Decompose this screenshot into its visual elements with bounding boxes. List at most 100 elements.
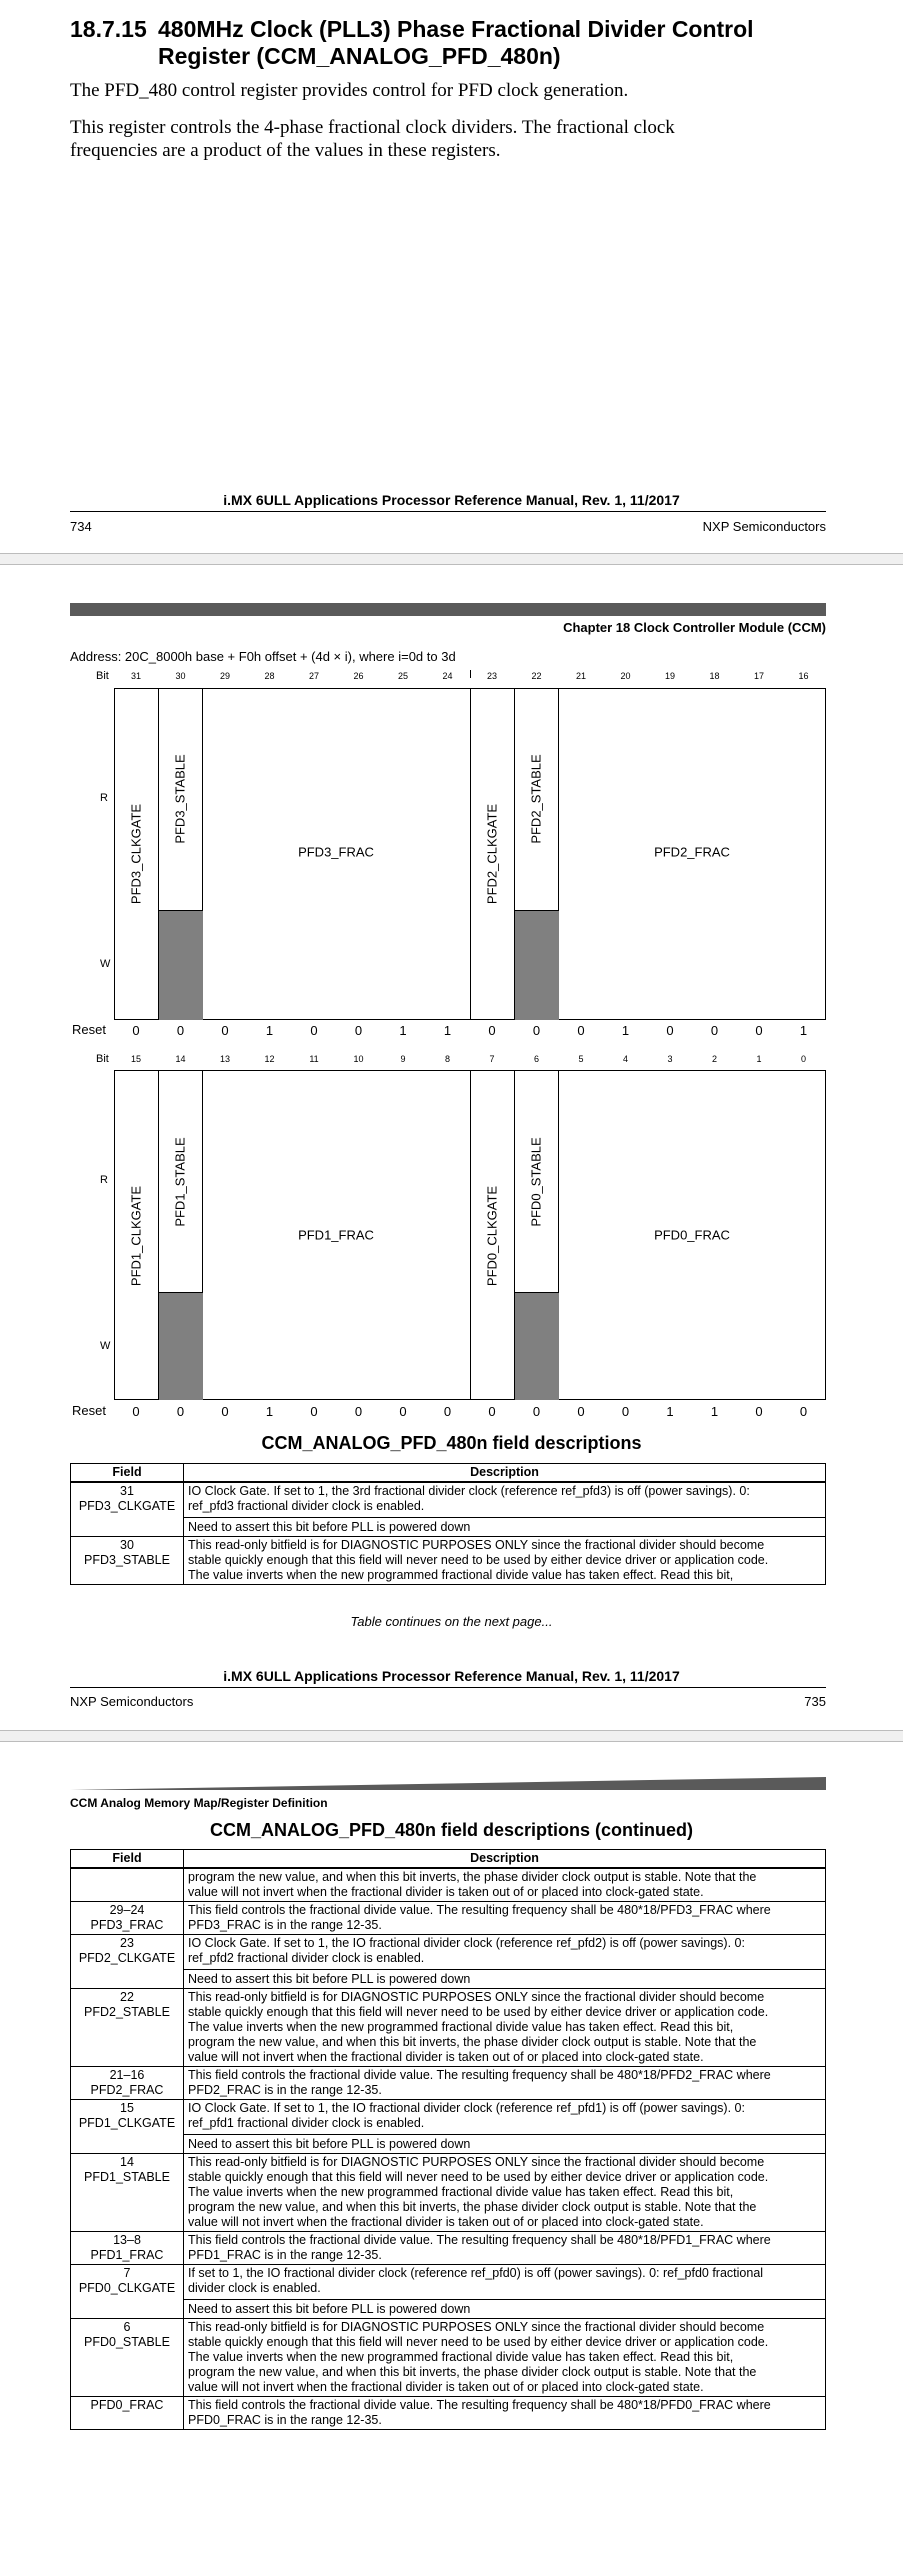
- description-line: The value inverts when the new programme…: [188, 1568, 734, 1582]
- field-pfd2-stable: PFD2_STABLE: [528, 754, 544, 844]
- page-separator: [0, 1730, 903, 1742]
- field-name: PFD1_STABLE: [84, 2170, 170, 2184]
- reset-value: 0: [799, 1404, 808, 1419]
- field-pfd1-stable: PFD1_STABLE: [172, 1137, 188, 1227]
- field-name: PFD0_FRAC: [90, 2398, 164, 2412]
- field-bits: 13–8: [113, 2233, 141, 2247]
- field-pfd0-stable: PFD0_STABLE: [528, 1137, 544, 1227]
- field-cell: 14 PFD1_STABLE: [70, 2153, 184, 2232]
- description-note: Need to assert this bit before PLL is po…: [184, 1517, 825, 1535]
- description-cell: IO Clock Gate. If set to 1, the IO fract…: [183, 1934, 826, 1989]
- description-line: program the new value, and when this bit…: [188, 2200, 757, 2214]
- field-name: PFD1_FRAC: [90, 2248, 164, 2262]
- description-line: value will not invert when the fractiona…: [188, 1885, 704, 1899]
- bit-number: 13: [219, 1054, 230, 1064]
- reset-value: 1: [799, 1023, 808, 1038]
- page-number: 735: [804, 1694, 826, 1709]
- field-pfd3-stable: PFD3_STABLE: [172, 754, 188, 844]
- reserved-write-shade: [158, 910, 203, 1020]
- field-divider: [514, 1070, 515, 1400]
- reset-value: 0: [577, 1023, 585, 1038]
- field-name: PFD0_STABLE: [84, 2335, 170, 2349]
- intro-paragraph-1: The PFD_480 control register provides co…: [70, 80, 629, 101]
- bit-number: 23: [486, 671, 497, 681]
- field-bits: 7: [123, 2266, 131, 2280]
- bit-number: 9: [400, 1054, 406, 1064]
- field-name: PFD2_CLKGATE: [78, 1951, 176, 1965]
- table-row: 6 PFD0_STABLE This read-only bitfield is f…: [70, 2318, 826, 2397]
- description-cell: This read-only bitfield is for DIAGNOSTI…: [183, 1988, 826, 2067]
- section-title: 18.7.15 480MHz Clock (PLL3) Phase Fractio…: [70, 16, 754, 70]
- field-pfd3-frac: PFD3_FRAC: [298, 844, 374, 860]
- reset-value: 0: [221, 1023, 229, 1038]
- footer-rule: [70, 511, 826, 512]
- description-line: program the new value, and when this bit…: [188, 2365, 757, 2379]
- field-divider: [514, 688, 515, 1020]
- reset-value: 1: [265, 1023, 274, 1038]
- description-line: This read-only bitfield is for DIAGNOSTI…: [188, 2320, 765, 2334]
- field-cell: 6 PFD0_STABLE: [70, 2318, 184, 2397]
- field-divider: [470, 1070, 471, 1400]
- bit-number: 8: [444, 1054, 450, 1064]
- bit-number: 17: [753, 671, 764, 681]
- bit-number: 31: [130, 671, 141, 681]
- description-line: stable quickly enough that this field wi…: [188, 2170, 769, 2184]
- bit-number: 2: [711, 1054, 717, 1064]
- field-cell: [70, 1867, 184, 1902]
- section-title-line1: 480MHz Clock (PLL3) Phase Fractional Div…: [158, 16, 754, 42]
- description-cell: This read-only bitfield is for DIAGNOSTI…: [183, 1536, 826, 1585]
- page-footer-title: i.MX 6ULL Applications Processor Referen…: [223, 1668, 680, 1684]
- bit-number: 26: [353, 671, 364, 681]
- reset-value: 0: [710, 1023, 719, 1038]
- description-line: ref_pfd2 fractional divider clock is ena…: [188, 1951, 425, 1965]
- description-line: This field controls the fractional divid…: [188, 2068, 771, 2082]
- field-divider: [158, 688, 159, 1020]
- field-description-table-continued: Field Description program the new value,…: [70, 1849, 826, 2430]
- description-line: ref_pfd1 fractional divider clock is ena…: [188, 2116, 425, 2130]
- bit-row-label: Bit: [96, 1053, 109, 1065]
- company-name: NXP Semiconductors: [702, 519, 826, 534]
- reset-value: 0: [176, 1023, 185, 1038]
- description-line: This field controls the fractional divid…: [188, 2233, 771, 2247]
- description-line: ref_pfd3 fractional divider clock is ena…: [188, 1499, 425, 1513]
- bit-number: 25: [397, 671, 408, 681]
- bit-number: 6: [533, 1054, 539, 1064]
- table-row: 30 PFD3_STABLE This read-only bitfield is …: [70, 1536, 826, 1585]
- column-header-field: Field: [70, 1849, 184, 1869]
- field-name: PFD3_STABLE: [84, 1553, 170, 1567]
- description-line: If set to 1, the IO fractional divider c…: [188, 2266, 764, 2280]
- field-bits: 29–24: [109, 1903, 145, 1917]
- field-divider: [202, 688, 203, 1020]
- field-name: PFD2_STABLE: [84, 2005, 170, 2019]
- reset-value: 0: [132, 1404, 140, 1419]
- bit-number: 3: [667, 1054, 673, 1064]
- read-row-label: R: [100, 1174, 108, 1186]
- bit-number: 27: [308, 671, 319, 681]
- table-row: 29–24 PFD3_FRAC This field controls the fr…: [70, 1901, 826, 1935]
- bit-number: 30: [175, 671, 186, 681]
- description-cell: This read-only bitfield is for DIAGNOSTI…: [183, 2318, 826, 2397]
- field-bits: 6: [123, 2320, 131, 2334]
- field-cell: 15 PFD1_CLKGATE: [70, 2099, 184, 2154]
- field-pfd2-frac: PFD2_FRAC: [654, 844, 730, 860]
- bit-number: 10: [353, 1054, 364, 1064]
- description-cell: IO Clock Gate. If set to 1, the IO fract…: [183, 2099, 826, 2154]
- footer-rule: [70, 1687, 826, 1688]
- page-separator: [0, 553, 903, 565]
- bit-number: 28: [264, 671, 275, 681]
- bit-number: 12: [264, 1054, 275, 1064]
- reset-value: 1: [443, 1023, 452, 1038]
- page-number: 734: [70, 519, 92, 534]
- description-cell: program the new value, and when this bit…: [183, 1867, 826, 1902]
- write-row-label: W: [100, 958, 111, 970]
- reset-value: 0: [488, 1404, 496, 1419]
- column-header-description: Description: [183, 1463, 826, 1483]
- table-row: 21–16 PFD2_FRAC This field controls the fr…: [70, 2066, 826, 2100]
- description-cell: This read-only bitfield is for DIAGNOSTI…: [183, 2153, 826, 2232]
- bit-number: 16: [798, 671, 809, 681]
- description-line: stable quickly enough that this field wi…: [188, 2335, 769, 2349]
- description-cell: This field controls the fractional divid…: [183, 2066, 826, 2100]
- section-title-line2: Register (CCM_ANALOG_PFD_480n): [158, 43, 561, 69]
- reset-value: 0: [443, 1404, 452, 1419]
- field-bits: 31: [120, 1484, 134, 1498]
